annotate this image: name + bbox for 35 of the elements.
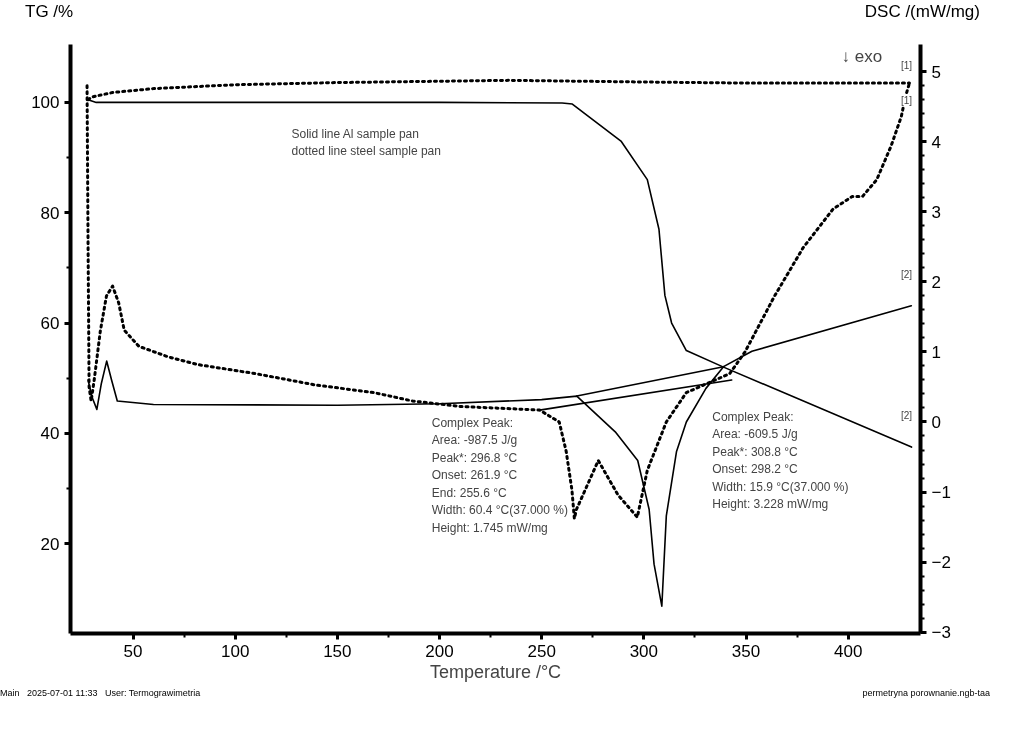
x-tick-label: 300 [629,641,659,661]
y2-tick-label: −3 [931,623,951,643]
y2-tick-label: −1 [931,483,951,503]
annotation: Complex Peak: Area: -987.5 J/g Peak*: 296.8 °C Onset: 261.9 °C End: 255.6 °C Width: 60.4 °C(37.000 %) Height: 1.745 mW/mg [431,415,568,535]
text: permetryna porownanie.ngb-taa [862,687,990,700]
annotation: Solid line Al sample pan dotted line steel sample pan [291,126,441,159]
y-tick-label: 40 [40,424,60,444]
x-tick-label: 200 [425,641,454,661]
y-axis-title: TG /% [24,1,74,23]
annotation: [1] [900,59,913,71]
x-tick-label: 350 [731,641,761,661]
y2-tick-label: −2 [931,553,951,573]
annotation: [2] [900,268,913,280]
x-axis-title: Temperature /°C [429,661,562,682]
x-tick-label: 100 [221,641,250,661]
y-tick-label: 60 [40,314,60,334]
x-tick-label: 250 [527,641,556,661]
x-tick-label: 150 [323,641,352,661]
y2-tick-label: 0 [931,412,941,432]
y2-tick-label: 4 [931,132,941,152]
annotation: Complex Peak: Area: -609.5 J/g Peak*: 308.8 °C Onset: 298.2 °C Width: 15.9 °C(37.000 %) Height: 3.228 mW/mg [712,409,849,512]
y2-tick-label: 3 [931,202,941,222]
annotation: ↓ exo [841,47,883,67]
y2-tick-label: 5 [931,62,941,82]
x-tick-label: 400 [833,641,863,661]
y2-tick-label: 1 [931,342,941,362]
y-tick-label: 100 [31,93,60,113]
annotation: [2] [900,410,913,422]
y2-tick-label: 2 [931,272,941,292]
annotation: [1] [900,94,913,106]
text: Main 2025-07-01 11:33 User: Termograwimetria [0,687,201,700]
y2-axis-title: DSC /(mW/mg) [864,1,980,23]
y-tick-label: 80 [40,203,60,223]
y-tick-label: 20 [40,534,60,554]
x-tick-label: 50 [123,641,143,661]
